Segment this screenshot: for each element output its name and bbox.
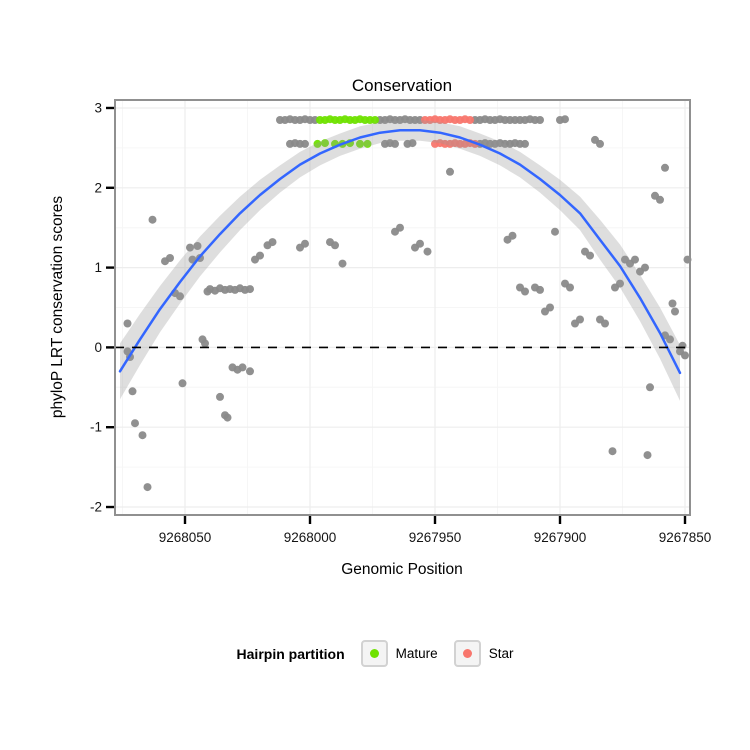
data-point-other [631, 255, 639, 264]
data-point-other [671, 307, 679, 316]
legend-label-mature: Mature [395, 646, 438, 661]
data-point-other [616, 279, 624, 288]
data-point-other [201, 339, 209, 348]
data-point-other [681, 351, 689, 360]
data-point-other [216, 392, 224, 401]
data-point-other [423, 247, 432, 256]
y-tick-label: -1 [90, 420, 102, 435]
data-point-other [551, 227, 559, 236]
data-point-other [396, 223, 404, 232]
data-point-other [596, 139, 604, 148]
x-tick-label: 9268050 [159, 530, 212, 545]
data-point-other [128, 387, 137, 396]
hairpin-legend: Hairpin partition Mature Star [0, 640, 750, 667]
data-point-other [656, 195, 664, 204]
conservation-plot: 9268050 9268000 9267950 9267900 9267850 -2 -1 0… [49, 76, 712, 578]
data-point-other [331, 241, 339, 250]
data-point-mature [371, 116, 379, 124]
data-point-mature [356, 139, 364, 148]
data-point-other [408, 139, 417, 148]
data-point-other [148, 215, 157, 224]
y-axis-title: phyloP LRT conservation scores [49, 196, 66, 419]
panel-border [114, 99, 691, 516]
data-point-other [668, 299, 677, 308]
legend-key-mature [360, 640, 388, 667]
mature-point-icon [369, 649, 379, 658]
data-point-other [566, 283, 574, 292]
data-point-other [178, 379, 187, 388]
data-point-star [466, 116, 474, 124]
data-point-other [536, 285, 544, 294]
data-point-other [508, 231, 517, 240]
legend-item-star: Star [453, 640, 514, 667]
data-point-other [268, 238, 277, 247]
data-point-other [193, 242, 202, 250]
data-point-other [536, 116, 544, 124]
data-point-other [561, 115, 569, 124]
data-point-other [646, 383, 654, 392]
data-point-other [166, 254, 174, 262]
data-point-other [601, 319, 609, 328]
star-point-icon [462, 649, 472, 658]
data-point-other [301, 239, 309, 248]
smooth-line [118, 129, 682, 375]
x-tick-label: 9267900 [534, 530, 587, 545]
x-axis-title: Genomic Position [341, 561, 462, 578]
data-point-other [176, 292, 184, 301]
data-point-other [643, 451, 652, 460]
data-point-other [256, 251, 264, 260]
data-point-other [586, 251, 594, 260]
smooth-confidence-band [120, 120, 680, 401]
data-point-other [666, 335, 674, 344]
y-tick-label: 2 [94, 180, 102, 195]
data-point-other [521, 139, 529, 148]
plot-title: Conservation [352, 76, 452, 95]
data-point-other [131, 419, 139, 428]
y-tick-label: 1 [94, 260, 102, 275]
x-tick-label: 9268000 [284, 530, 337, 545]
data-point-other [338, 259, 347, 268]
data-point-other [576, 315, 584, 324]
legend-item-mature: Mature [360, 640, 438, 667]
data-point-other [446, 167, 454, 176]
legend-title: Hairpin partition [236, 645, 345, 662]
data-point-other [521, 287, 529, 296]
x-tick-label: 9267850 [659, 530, 712, 545]
data-point-other [546, 303, 554, 312]
data-point-other [246, 285, 254, 294]
chart-layers: 9268050 9268000 9267950 9267900 9267850 -2 -1 0… [90, 99, 712, 545]
data-point-other [246, 367, 254, 376]
data-point-mature [321, 139, 329, 148]
data-point-other [143, 483, 152, 492]
data-point-other [391, 139, 399, 148]
y-tick-label: 0 [94, 340, 102, 355]
data-point-other [238, 363, 247, 372]
data-point-other [416, 239, 424, 248]
data-point-other [608, 447, 617, 456]
x-tick-label: 9267950 [409, 530, 462, 545]
data-point-other [123, 319, 132, 328]
data-point-mature [313, 139, 322, 148]
y-tick-label: 3 [94, 100, 102, 115]
data-point-mature [363, 139, 372, 148]
legend-key-star [453, 640, 481, 667]
data-point-other [186, 243, 194, 252]
data-point-other [301, 139, 309, 148]
data-point-other [641, 263, 649, 272]
data-point-other [138, 431, 147, 440]
y-tick-label: -2 [90, 500, 102, 515]
data-point-other [661, 163, 669, 172]
data-point-other [223, 413, 232, 422]
legend-label-star: Star [488, 646, 514, 661]
